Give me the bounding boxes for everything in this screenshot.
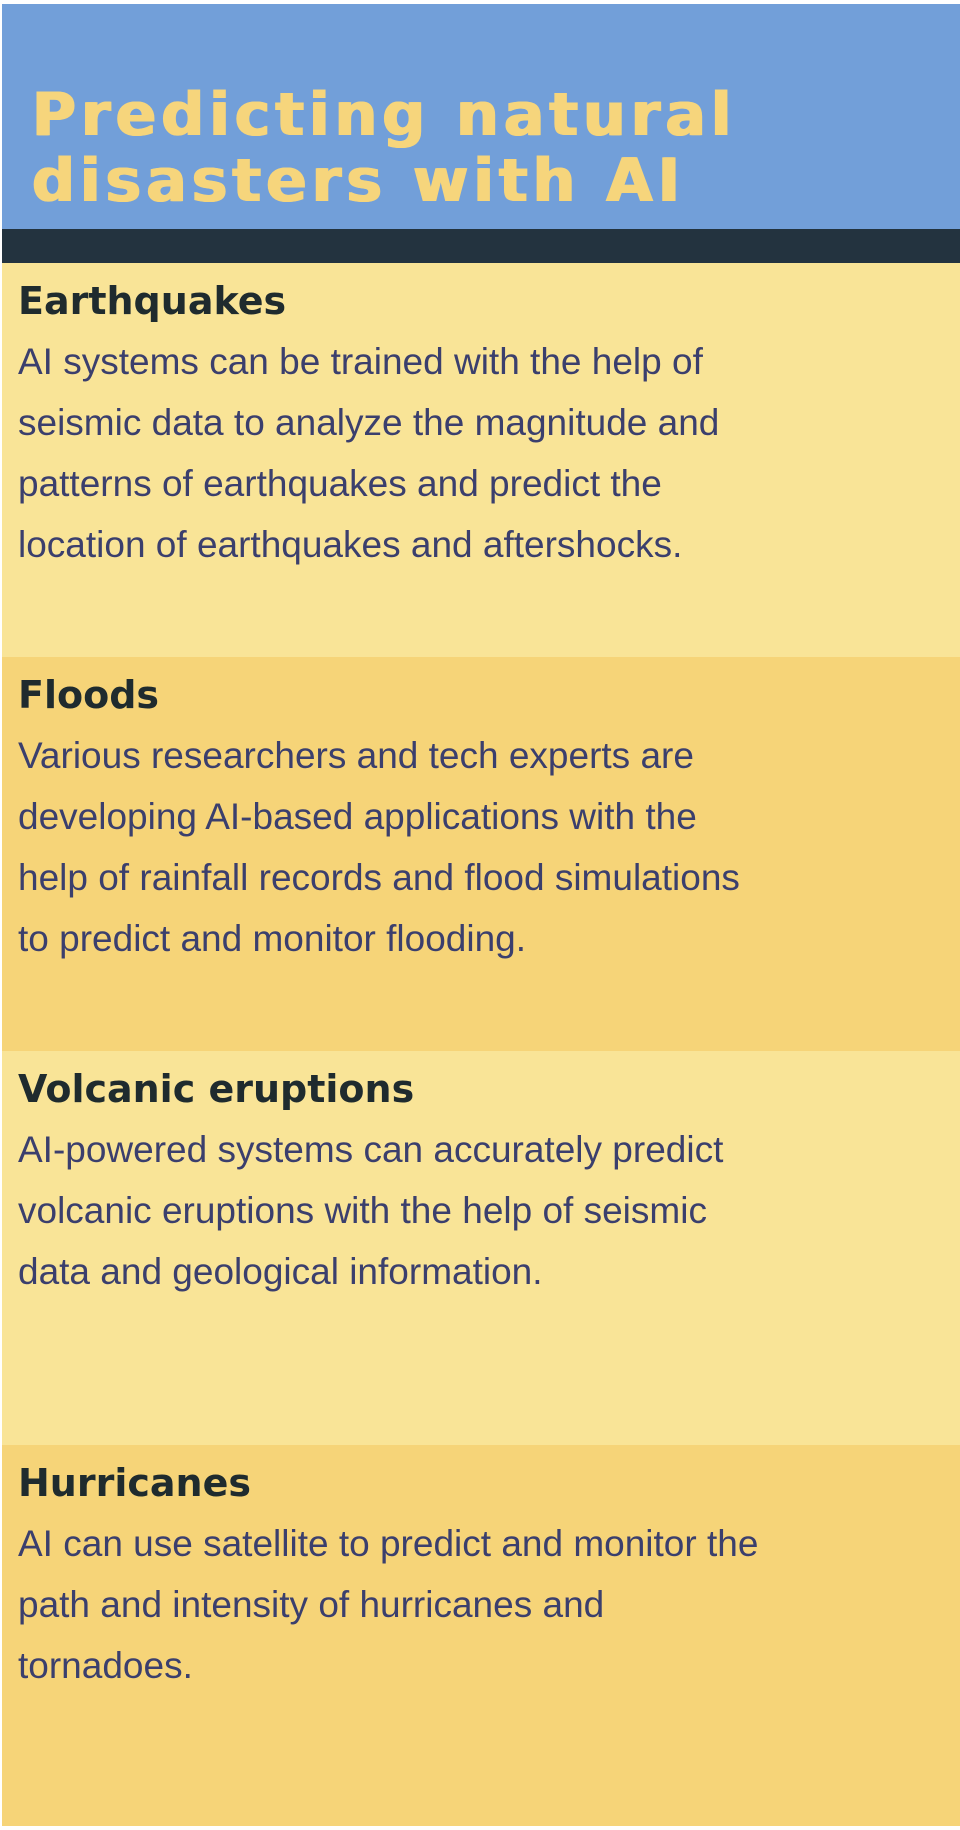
- section-body-volcanic-eruptions: AI-powered systems can accurately predic…: [18, 1119, 960, 1302]
- section-hurricanes: Hurricanes AI can use satellite to predi…: [2, 1445, 960, 1826]
- body-line: seismic data to analyze the magnitude an…: [18, 402, 720, 443]
- body-line: patterns of earthquakes and predict the: [18, 463, 662, 504]
- section-heading-volcanic-eruptions: Volcanic eruptions: [18, 1067, 415, 1111]
- body-line: location of earthquakes and aftershocks.: [18, 524, 683, 565]
- body-line: data and geological information.: [18, 1251, 543, 1292]
- body-line: help of rainfall records and flood simul…: [18, 857, 740, 898]
- body-line: AI-powered systems can accurately predic…: [18, 1129, 724, 1170]
- title-divider: [2, 229, 960, 263]
- section-body-earthquakes: AI systems can be trained with the help …: [18, 331, 960, 575]
- body-line: tornadoes.: [18, 1645, 193, 1686]
- body-line: AI can use satellite to predict and moni…: [18, 1523, 759, 1564]
- section-floods: Floods Various researchers and tech expe…: [2, 657, 960, 1051]
- body-line: path and intensity of hurricanes and: [18, 1584, 605, 1625]
- section-body-floods: Various researchers and tech experts are…: [18, 725, 960, 969]
- body-line: volcanic eruptions with the help of seis…: [18, 1190, 707, 1231]
- section-body-hurricanes: AI can use satellite to predict and moni…: [18, 1513, 960, 1696]
- infographic: Predicting natural disasters with AI Ear…: [2, 4, 960, 1826]
- section-heading-earthquakes: Earthquakes: [18, 279, 287, 323]
- body-line: developing AI-based applications with th…: [18, 796, 697, 837]
- section-volcanic-eruptions: Volcanic eruptions AI-powered systems ca…: [2, 1051, 960, 1445]
- body-line: Various researchers and tech experts are: [18, 735, 694, 776]
- title-line-1: Predicting natural: [32, 80, 737, 150]
- section-heading-hurricanes: Hurricanes: [18, 1461, 251, 1505]
- page-title: Predicting natural disasters with AI: [32, 82, 736, 214]
- body-line: AI systems can be trained with the help …: [18, 341, 703, 382]
- section-heading-floods: Floods: [18, 673, 160, 717]
- body-line: to predict and monitor flooding.: [18, 918, 527, 959]
- title-banner: Predicting natural disasters with AI: [2, 4, 960, 229]
- section-earthquakes: Earthquakes AI systems can be trained wi…: [2, 263, 960, 657]
- title-line-2: disasters with AI: [32, 146, 686, 216]
